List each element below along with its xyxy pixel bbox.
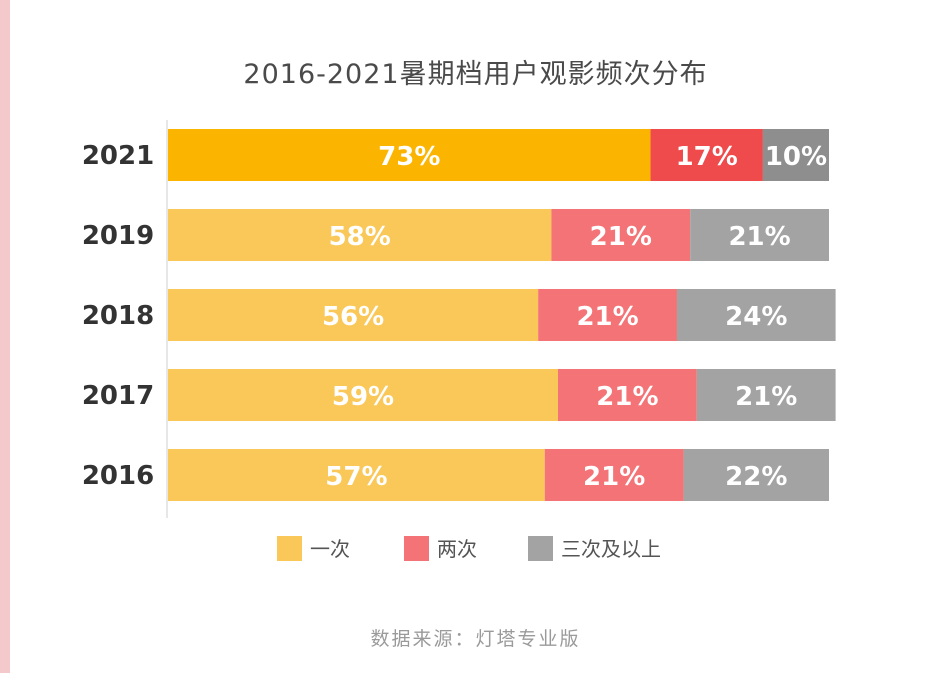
data-label: 24% (725, 302, 787, 332)
legend-swatch (404, 536, 429, 561)
legend-swatch (528, 536, 553, 561)
data-label: 22% (725, 462, 787, 492)
data-source: 数据来源：灯塔专业版 (370, 628, 581, 650)
legend-label: 两次 (437, 537, 477, 561)
data-label: 21% (596, 382, 658, 412)
data-label: 21% (735, 382, 797, 412)
bar-segment-2016-2 (544, 449, 684, 501)
data-label: 10% (765, 142, 827, 172)
data-label: 73% (378, 142, 440, 172)
y-tick-label: 2017 (82, 381, 154, 411)
bar-segment-2017-3 (696, 369, 836, 421)
y-tick-label: 2018 (82, 301, 154, 331)
data-label: 21% (583, 462, 645, 492)
data-label: 56% (322, 302, 384, 332)
bar-segment-2021-2 (650, 129, 763, 181)
legend-label: 一次 (310, 537, 350, 561)
bar-segment-2018-1 (168, 289, 539, 341)
chart-title: 2016-2021暑期档用户观影频次分布 (243, 59, 708, 90)
legend-swatch (277, 536, 302, 561)
bar-segment-2017-1 (168, 369, 558, 421)
data-label: 21% (576, 302, 638, 332)
data-label: 58% (329, 222, 391, 252)
data-label: 57% (325, 462, 387, 492)
data-label: 17% (676, 142, 738, 172)
bar-segment-2019-2 (551, 209, 691, 261)
data-label: 21% (728, 222, 790, 252)
legend-label: 三次及以上 (561, 537, 661, 561)
y-tick-label: 2016 (82, 461, 154, 491)
bar-segment-2018-2 (538, 289, 677, 341)
bar-segment-2021-1 (168, 129, 651, 181)
bar-segment-2018-3 (676, 289, 836, 341)
y-tick-label: 2021 (82, 141, 154, 171)
bar-segment-2016-3 (683, 449, 829, 501)
bar-segment-2017-2 (557, 369, 697, 421)
y-tick-label: 2019 (82, 221, 154, 251)
bar-segment-2019-1 (168, 209, 552, 261)
bar-segment-2016-1 (168, 449, 545, 501)
data-label: 21% (590, 222, 652, 252)
data-label: 59% (332, 382, 394, 412)
bar-segment-2021-3 (762, 129, 829, 181)
bar-segment-2019-3 (690, 209, 829, 261)
